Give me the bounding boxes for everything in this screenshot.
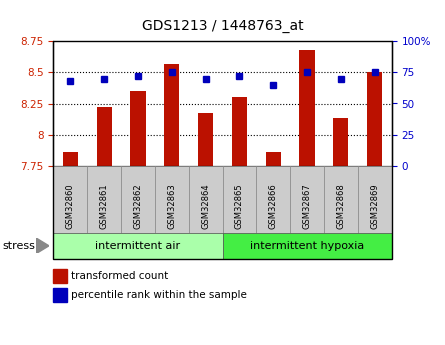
Text: transformed count: transformed count [71,271,169,281]
Bar [266,152,281,166]
Text: GDS1213 / 1448763_at: GDS1213 / 1448763_at [142,19,303,33]
Text: GSM32865: GSM32865 [235,184,244,229]
Text: GSM32866: GSM32866 [269,184,278,229]
Text: GSM32861: GSM32861 [100,184,109,229]
Text: GSM32863: GSM32863 [167,184,176,229]
Text: GSM32868: GSM32868 [336,184,345,229]
Text: stress: stress [2,241,35,251]
Bar [333,118,348,166]
Text: GSM32867: GSM32867 [303,184,312,229]
Text: intermittent air: intermittent air [95,241,181,251]
Bar [299,50,315,166]
Text: GSM32869: GSM32869 [370,184,379,229]
Bar [232,97,247,166]
Text: GSM32860: GSM32860 [66,184,75,229]
Bar [198,114,213,166]
Text: percentile rank within the sample: percentile rank within the sample [71,290,247,300]
Polygon shape [36,238,49,253]
Bar [97,107,112,166]
Bar [367,72,382,166]
Text: GSM32862: GSM32862 [134,184,142,229]
Text: GSM32864: GSM32864 [201,184,210,229]
Bar [164,64,179,166]
Text: intermittent hypoxia: intermittent hypoxia [250,241,364,251]
Bar [63,152,78,166]
Bar [130,91,146,166]
